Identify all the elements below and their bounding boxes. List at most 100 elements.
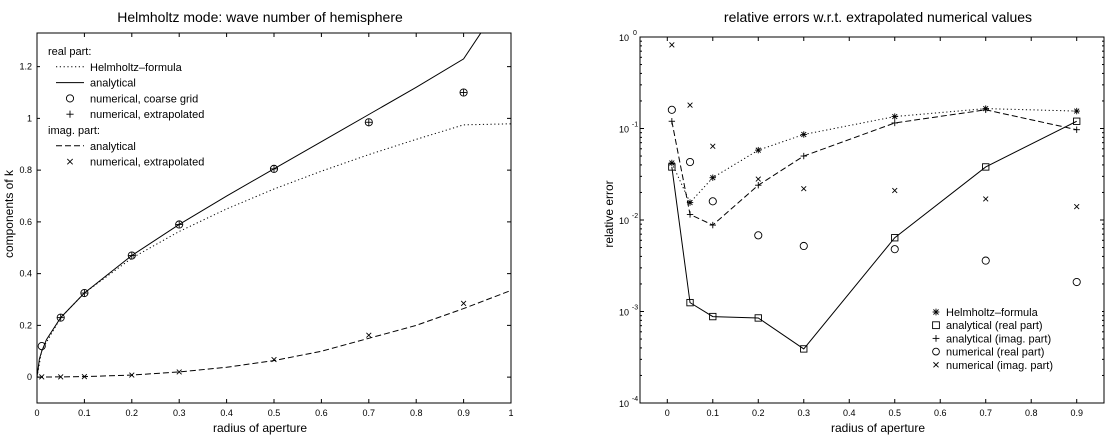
x-tick-label: 0.2 [126, 408, 139, 418]
y-tick-label: 10 [619, 308, 629, 318]
circle-marker [459, 88, 468, 97]
y-tick-exponent: -2 [632, 213, 638, 220]
x-tick-label: 0.4 [843, 408, 856, 418]
legend-heading: real part: [48, 46, 91, 58]
circle-marker-shape [708, 197, 717, 206]
circle-marker-shape [932, 347, 940, 356]
x-tick-label: 0.4 [220, 408, 233, 418]
cross-marker [366, 332, 372, 338]
marker-stroke [460, 300, 467, 307]
marker-stroke [176, 369, 182, 375]
y-tick-label: 0.8 [19, 165, 32, 175]
legend-background [920, 302, 1102, 382]
x-tick-label: 0.1 [707, 408, 720, 418]
plus-marker [891, 119, 898, 127]
plus-marker [365, 119, 372, 126]
marker-stroke [669, 160, 675, 166]
circle-marker-shape [56, 313, 65, 322]
star-marker [668, 159, 676, 167]
legend-entry: analytical (real part) [946, 320, 1043, 332]
circle-marker [708, 197, 717, 206]
x-tick-label: 0.5 [888, 408, 901, 418]
chart-title: Helmholtz mode: wave number of hemispher… [117, 9, 403, 25]
legend-entry: numerical (imag. part) [946, 360, 1053, 372]
chart-relative-errors: relative errors w.r.t. extrapolated nume… [602, 9, 1105, 435]
legend: real part: Helmholtz–formula analytical num… [40, 38, 228, 169]
cross-marker [66, 158, 74, 165]
cross-marker [271, 356, 277, 363]
marker-stroke [983, 196, 989, 202]
y-tick-label: 10 [619, 125, 629, 135]
square-marker [932, 321, 940, 330]
y-axis-label: components of k [2, 169, 16, 258]
x-tick-label: 0.2 [752, 408, 765, 418]
plus-marker [460, 89, 467, 96]
square-marker-shape [982, 163, 990, 171]
y-tick-label: 0.4 [19, 269, 32, 279]
cross-marker [933, 361, 939, 368]
plus-marker [57, 314, 64, 321]
circle-marker [269, 164, 279, 173]
chart-title: relative errors w.r.t. extrapolated nume… [724, 9, 1032, 25]
x-axis-label: radius of aperture [213, 421, 307, 435]
cross-marker [892, 187, 898, 194]
plus-marker [800, 152, 807, 160]
y-tick-label: 10 [619, 33, 629, 43]
circle-marker [890, 245, 899, 254]
marker-stroke [1073, 108, 1080, 114]
y-axis-label: relative error [602, 180, 616, 247]
cross-marker [983, 196, 989, 202]
x-tick-label: 0.7 [363, 408, 376, 418]
series-line-dotted [671, 108, 1077, 204]
square-marker-shape [686, 298, 694, 307]
series-line-dashed [671, 109, 1077, 226]
x-tick-label: 0.6 [315, 408, 328, 418]
square-marker [891, 234, 899, 242]
circle-marker-shape [981, 256, 990, 265]
circle-marker [37, 342, 46, 351]
series-group [667, 42, 1081, 353]
x-tick-label: 0.6 [934, 408, 947, 418]
square-marker-shape [1073, 117, 1081, 125]
circle-marker [1072, 277, 1081, 287]
x-tick-label: 0 [665, 408, 670, 418]
star-marker [800, 131, 807, 138]
plus-marker [932, 335, 940, 342]
marker-stroke [66, 158, 74, 165]
legend-heading: imag. part: [48, 125, 100, 137]
cross-marker [57, 374, 64, 380]
cross-marker [129, 372, 135, 378]
plus-marker [81, 289, 88, 297]
square-marker-shape [709, 312, 717, 321]
series-line-solid [671, 120, 1077, 350]
square-marker [800, 345, 808, 353]
y-tick-label: 0.6 [19, 217, 32, 227]
x-tick-label: 0.3 [798, 408, 811, 418]
square-marker [686, 298, 694, 307]
marker-stroke [892, 187, 898, 194]
legend-entry: analytical [90, 141, 136, 153]
y-tick-label: 0 [27, 372, 32, 382]
circle-marker [56, 313, 65, 322]
legend-entry: analytical (imag. part) [946, 333, 1051, 345]
y-tick-label: 1 [27, 113, 32, 123]
circle-marker [127, 251, 136, 260]
legend-entry: Helmholtz–formula [946, 307, 1039, 319]
plus-marker [66, 110, 74, 118]
x-tick-label: 0.5 [268, 408, 281, 418]
legend-entry: numerical, coarse grid [90, 93, 198, 105]
x-tick-label: 0.9 [457, 408, 470, 418]
marker-stroke [129, 372, 135, 378]
series-group [37, 33, 511, 380]
square-marker-shape [800, 345, 808, 353]
plus-marker [686, 211, 694, 218]
star-marker [709, 174, 716, 181]
cross-marker [460, 300, 467, 307]
marker-stroke [1073, 203, 1080, 210]
circle-marker-shape [269, 164, 279, 173]
marker-stroke [801, 131, 807, 138]
y-tick-label: 0.2 [19, 320, 32, 330]
square-marker-shape [754, 314, 762, 322]
circle-marker-shape [459, 88, 468, 97]
